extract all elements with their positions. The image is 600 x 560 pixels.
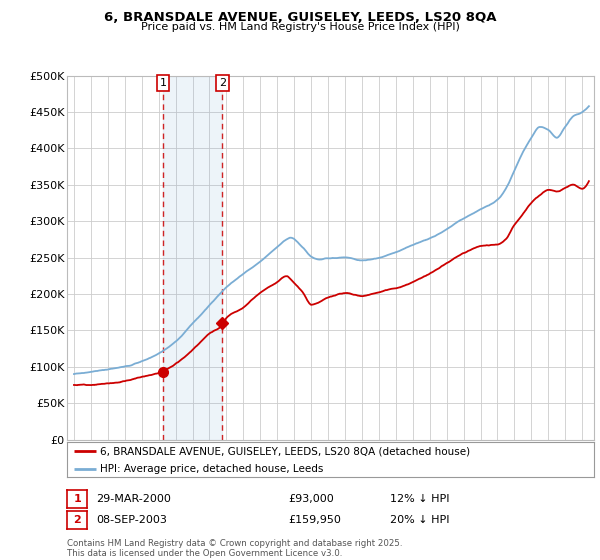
Text: 2: 2 xyxy=(73,515,81,525)
Text: £159,950: £159,950 xyxy=(288,515,341,525)
Text: 1: 1 xyxy=(160,78,166,88)
Text: 6, BRANSDALE AVENUE, GUISELEY, LEEDS, LS20 8QA (detached house): 6, BRANSDALE AVENUE, GUISELEY, LEEDS, LS… xyxy=(100,446,470,456)
Bar xyxy=(163,76,222,440)
Text: 08-SEP-2003: 08-SEP-2003 xyxy=(96,515,167,525)
Text: 6, BRANSDALE AVENUE, GUISELEY, LEEDS, LS20 8QA: 6, BRANSDALE AVENUE, GUISELEY, LEEDS, LS… xyxy=(104,11,496,24)
Text: 12% ↓ HPI: 12% ↓ HPI xyxy=(390,494,449,504)
Text: 2: 2 xyxy=(218,78,226,88)
Text: 20% ↓ HPI: 20% ↓ HPI xyxy=(390,515,449,525)
Text: £93,000: £93,000 xyxy=(288,494,334,504)
Text: Price paid vs. HM Land Registry's House Price Index (HPI): Price paid vs. HM Land Registry's House … xyxy=(140,22,460,32)
Text: 29-MAR-2000: 29-MAR-2000 xyxy=(96,494,171,504)
Text: 1: 1 xyxy=(73,494,81,504)
Text: Contains HM Land Registry data © Crown copyright and database right 2025.
This d: Contains HM Land Registry data © Crown c… xyxy=(67,539,403,558)
Text: HPI: Average price, detached house, Leeds: HPI: Average price, detached house, Leed… xyxy=(100,464,323,474)
